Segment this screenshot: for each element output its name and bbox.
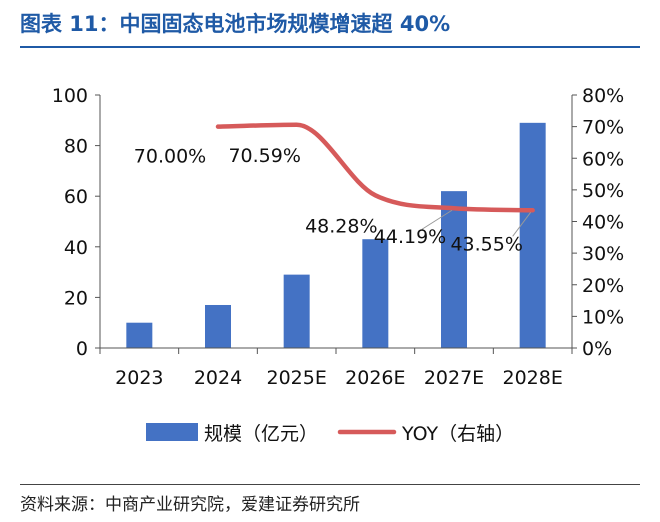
- left-tick-label: 100: [52, 85, 88, 107]
- x-tick-label: 2024: [194, 367, 242, 389]
- source-note: 资料来源：中商产业研究院，爱建证券研究所: [20, 495, 360, 515]
- bar-2023: [126, 322, 153, 348]
- data-labels-layer: 70.00% 70.59% 48.28%44.19% 43.55%: [134, 145, 532, 255]
- chart-title: 图表 11：中国固态电池市场规模增速超 40%: [20, 12, 451, 36]
- legend-bar-label: 规模（亿元）: [204, 423, 318, 445]
- left-tick-label: 80: [64, 136, 88, 158]
- bar-2027E: [441, 191, 467, 348]
- bars-layer: [126, 122, 546, 348]
- x-tick-label: 2027E: [424, 367, 484, 389]
- bar-2025E: [283, 274, 310, 348]
- chart: 0 20 40 60 80 100 0% 10% 20% 30% 40% 50% 60% 70% 80% 20…: [52, 85, 625, 445]
- bar-2028E: [519, 122, 546, 348]
- bar-2024: [205, 304, 231, 348]
- right-tick-label: 10%: [582, 306, 624, 328]
- legend: 规模（亿元） YOY（右轴）: [146, 423, 514, 445]
- right-tick-label: 30%: [582, 243, 624, 265]
- right-tick-label: 40%: [582, 212, 624, 234]
- right-tick-label: 0%: [582, 338, 612, 360]
- yoy-data-label: 70.00%: [134, 146, 206, 168]
- right-tick-label: 20%: [582, 275, 624, 297]
- yoy-line: [215, 122, 535, 213]
- left-tick-label: 40: [64, 237, 88, 259]
- data-label-leader: [421, 209, 453, 230]
- x-tick-label: 2023: [115, 367, 163, 389]
- axes-layer: 0 20 40 60 80 100 0% 10% 20% 30% 40% 50% 60% 70% 80% 20…: [52, 85, 625, 389]
- x-tick-label: 2026E: [345, 367, 405, 389]
- yoy-line-layer: [215, 122, 535, 213]
- right-tick-label: 70%: [582, 117, 624, 139]
- yoy-data-label: 43.55%: [450, 233, 522, 255]
- legend-line-label: YOY（右轴）: [401, 423, 514, 445]
- yoy-data-label: 48.28%: [305, 215, 377, 237]
- right-tick-label: 50%: [582, 180, 624, 202]
- data-label-leader: [512, 211, 532, 237]
- x-tick-label: 2028E: [502, 367, 562, 389]
- title-rule: [20, 46, 640, 48]
- right-tick-label: 80%: [582, 85, 624, 107]
- legend-bar-swatch: [146, 423, 198, 441]
- x-tick-label: 2025E: [266, 367, 326, 389]
- left-tick-label: 60: [64, 186, 88, 208]
- yoy-data-label: 44.19%: [374, 226, 446, 248]
- left-tick-label: 20: [64, 287, 88, 309]
- right-tick-label: 60%: [582, 148, 624, 170]
- yoy-data-label: 70.59%: [228, 145, 300, 167]
- bar-2026E: [362, 239, 389, 348]
- source-rule: [20, 484, 640, 485]
- left-tick-label: 0: [76, 338, 88, 360]
